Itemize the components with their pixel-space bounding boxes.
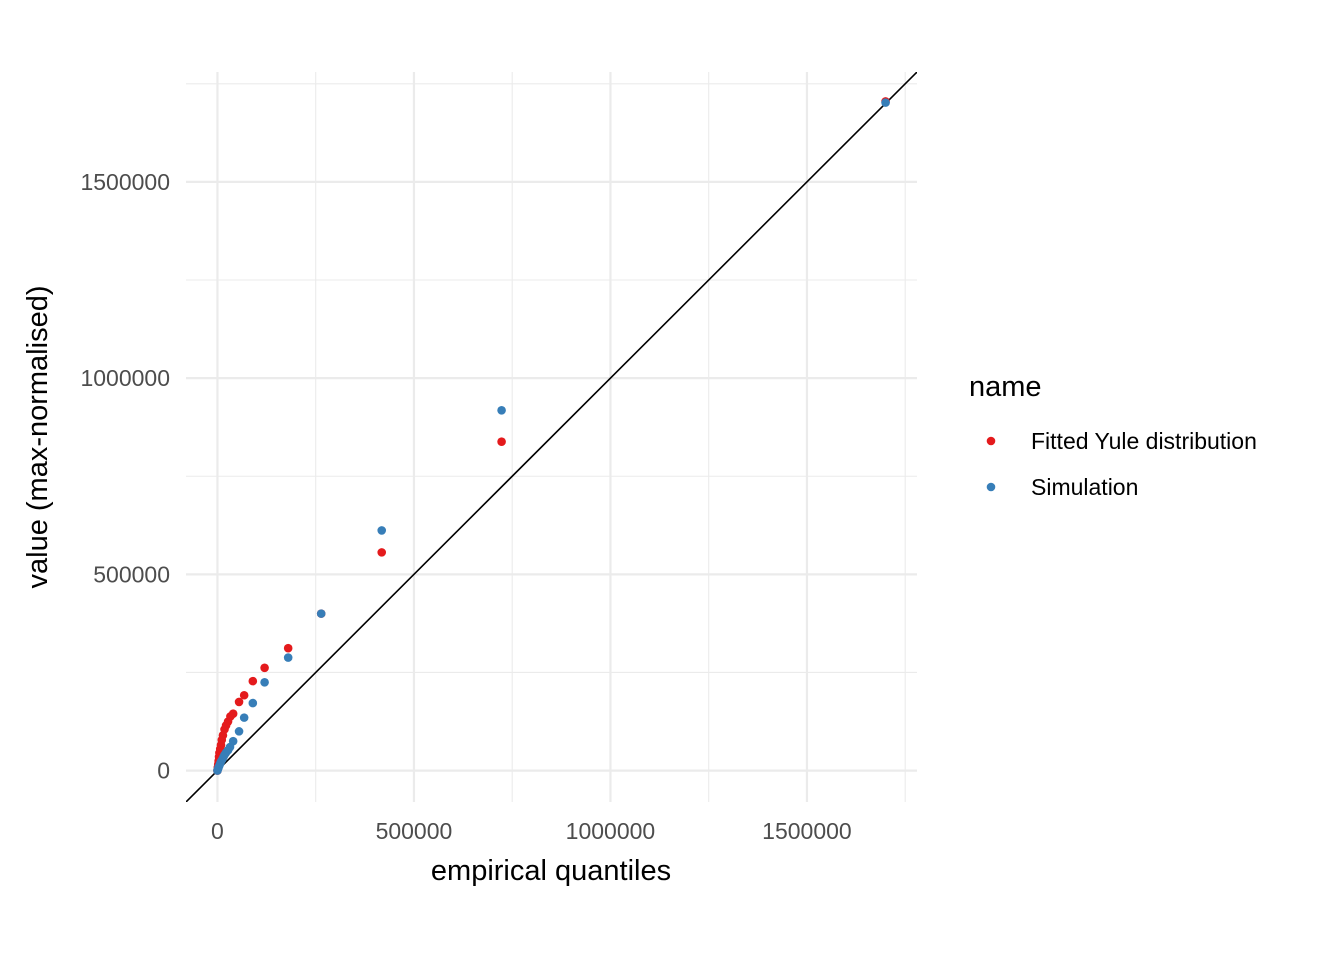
x-axis-tick-labels: 0 500000 1000000 1500000 — [211, 818, 852, 844]
minor-gridlines — [186, 72, 917, 802]
point-fitted-yule-distribution — [234, 697, 244, 707]
point-simulation — [260, 677, 269, 687]
y-axis-tick-labels: 0 500000 1000000 1500000 — [80, 169, 170, 784]
point-simulation — [377, 526, 387, 535]
data-points — [213, 97, 890, 775]
legend-key-simulation — [986, 482, 996, 492]
y-tick-label: 1000000 — [80, 365, 170, 391]
legend-label-simulation: Simulation — [1031, 474, 1138, 500]
point-fitted-yule-distribution — [239, 690, 249, 700]
point-simulation — [248, 698, 258, 708]
point-fitted-yule-distribution — [283, 643, 293, 653]
y-axis-title: value (max-normalised) — [22, 286, 54, 589]
point-simulation — [881, 98, 890, 107]
legend-title: name — [969, 371, 1042, 403]
point-simulation — [497, 406, 506, 415]
x-tick-label: 1000000 — [566, 818, 656, 844]
point-fitted-yule-distribution — [228, 709, 238, 718]
legend-key-fitted-yule-distribution — [986, 436, 996, 446]
major-gridlines — [186, 72, 917, 802]
point-simulation — [283, 653, 293, 662]
point-fitted-yule-distribution — [260, 663, 269, 673]
y-tick-label: 500000 — [93, 561, 170, 587]
x-tick-label: 1500000 — [762, 818, 852, 844]
point-simulation — [234, 727, 244, 736]
identity-reference-line-group — [186, 72, 917, 802]
identity-reference-line — [186, 72, 917, 802]
y-tick-label: 1500000 — [80, 169, 170, 195]
y-tick-label: 0 — [157, 758, 170, 784]
legend-label-fitted-yule-distribution: Fitted Yule distribution — [1031, 428, 1257, 454]
point-fitted-yule-distribution — [248, 676, 258, 686]
point-simulation — [316, 609, 326, 618]
legend-items: Fitted Yule distribution Simulation — [986, 428, 1257, 500]
point-fitted-yule-distribution — [497, 437, 506, 447]
x-tick-label: 0 — [211, 818, 224, 844]
series-simulation — [213, 98, 890, 775]
x-tick-label: 500000 — [376, 818, 453, 844]
point-simulation — [228, 736, 238, 746]
point-fitted-yule-distribution — [377, 548, 387, 557]
point-simulation — [239, 713, 249, 722]
legend: name Fitted Yule distribution Simulation — [969, 371, 1257, 500]
x-axis-title: empirical quantiles — [431, 855, 671, 887]
